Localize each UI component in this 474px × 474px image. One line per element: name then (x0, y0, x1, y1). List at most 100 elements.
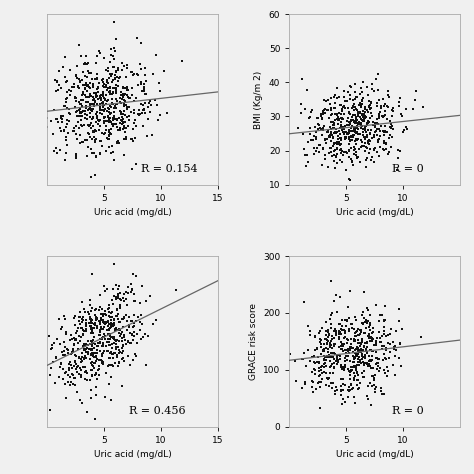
Point (55, 315, 63, 323)
Point (375, 125, 383, 133)
Point (72, 94, 80, 101)
Point (112, 35, 120, 43)
Point (55, 67, 63, 75)
Point (59, 365, 67, 373)
Point (360, 288, 368, 296)
Point (116, 326, 123, 333)
Point (106, 114, 114, 121)
Point (365, 334, 373, 342)
Point (125, 123, 132, 130)
Point (96, 338, 104, 346)
Point (376, 311, 383, 319)
Point (75, 106, 82, 113)
Point (383, 128, 391, 136)
Point (92, 118, 100, 126)
Point (362, 347, 370, 355)
Point (115, 315, 122, 322)
Point (372, 337, 379, 345)
Point (376, 132, 384, 140)
Point (322, 363, 330, 370)
Point (377, 387, 384, 394)
Point (112, 326, 120, 333)
Point (351, 337, 359, 344)
Point (353, 370, 361, 377)
Point (91, 89, 98, 97)
Point (82, 110, 89, 118)
Point (327, 362, 334, 370)
Point (120, 99, 128, 106)
Point (96, 137, 104, 145)
Point (96, 103, 104, 111)
Point (318, 362, 326, 369)
Point (341, 364, 348, 371)
Point (84, 144, 91, 151)
Point (90, 353, 97, 361)
Point (354, 337, 361, 344)
Point (327, 341, 335, 349)
Point (111, 349, 118, 357)
Point (342, 134, 349, 142)
Point (119, 323, 127, 331)
Point (364, 348, 371, 356)
Point (347, 83, 355, 91)
Point (106, 102, 114, 109)
Point (152, 317, 160, 324)
Point (93, 315, 100, 323)
Point (346, 367, 354, 375)
Point (347, 133, 355, 140)
Point (91, 75, 99, 82)
Point (60, 347, 67, 355)
Point (104, 336, 111, 343)
Point (360, 360, 368, 367)
Point (366, 356, 374, 364)
Point (79, 315, 86, 322)
Point (100, 100, 107, 108)
Point (336, 352, 343, 359)
Point (319, 162, 326, 169)
Point (358, 138, 366, 146)
Point (132, 272, 140, 280)
Point (79, 76, 86, 84)
Point (362, 147, 369, 155)
Point (117, 295, 124, 303)
Point (379, 128, 386, 135)
Point (333, 115, 340, 123)
Point (109, 89, 117, 96)
Point (370, 132, 378, 139)
Point (74, 82, 82, 90)
Point (82, 102, 90, 109)
Point (364, 109, 372, 116)
Point (103, 326, 110, 334)
Point (356, 356, 364, 364)
Point (96, 371, 103, 379)
Point (51, 147, 58, 155)
Point (88, 325, 95, 333)
Point (101, 114, 109, 121)
Point (128, 84, 136, 91)
Point (76, 139, 83, 146)
Point (52, 144, 59, 152)
Point (105, 354, 113, 362)
Point (121, 96, 128, 104)
Point (131, 134, 138, 141)
Point (373, 348, 380, 356)
Point (109, 63, 117, 71)
Point (72, 108, 79, 116)
Point (338, 346, 346, 353)
Point (353, 381, 361, 389)
Point (350, 335, 358, 343)
Point (75, 112, 83, 119)
Point (366, 101, 374, 109)
Point (346, 287, 354, 294)
Point (320, 347, 328, 355)
Point (129, 323, 137, 331)
Point (118, 328, 126, 336)
Point (92, 305, 100, 312)
Point (120, 314, 128, 322)
Point (344, 149, 351, 157)
Point (86, 301, 94, 309)
Point (101, 393, 109, 401)
Point (108, 316, 115, 324)
Point (113, 73, 120, 81)
Point (373, 116, 381, 123)
